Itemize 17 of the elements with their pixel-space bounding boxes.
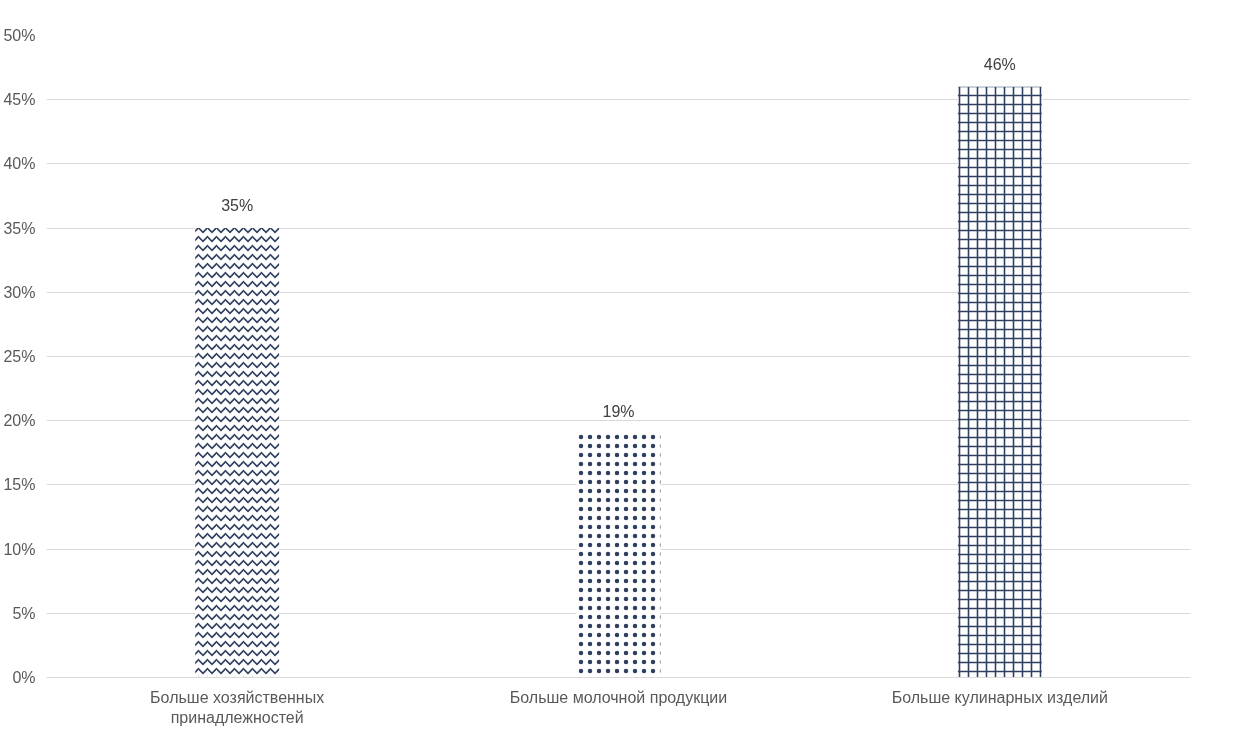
y-tick-label: 0%: [12, 669, 36, 686]
y-tick-label: 45%: [3, 91, 36, 109]
x-tick-label: Больше кулинарных изделий: [891, 688, 1108, 706]
y-tick-label: 20%: [3, 412, 36, 430]
data-label: 46%: [983, 55, 1016, 73]
y-tick-label: 35%: [3, 219, 36, 237]
y-tick-label: 15%: [3, 476, 36, 494]
x-tick-label: Больше хозяйственных принадлежностей: [150, 688, 325, 726]
y-tick-label: 30%: [3, 283, 36, 301]
data-label: 19%: [602, 402, 635, 420]
x-tick-label: Больше молочной продукции: [509, 688, 728, 706]
y-tick-label: 40%: [3, 155, 36, 173]
data-label: 35%: [221, 197, 254, 215]
y-tick-label: 5%: [12, 604, 36, 622]
y-tick-label: 10%: [3, 540, 36, 558]
y-tick-label: 50%: [3, 27, 36, 44]
y-tick-label: 25%: [3, 348, 36, 365]
